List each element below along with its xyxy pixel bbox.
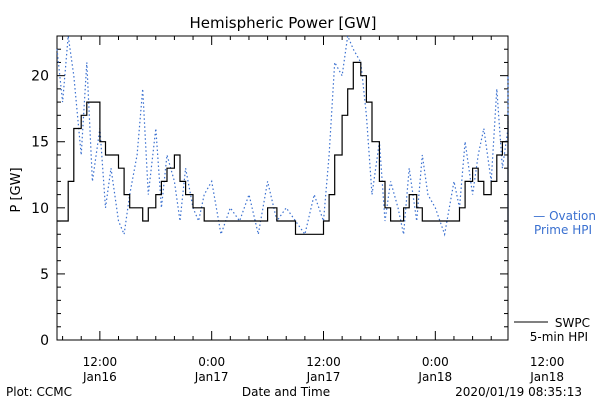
- x-tick-time-label-2: 12:00: [306, 355, 341, 369]
- y-tick-label-0: 0: [40, 333, 49, 349]
- x-tick-time-label-4: 12:00: [530, 355, 565, 369]
- legend-swpc-line1: SWPC: [555, 316, 590, 330]
- x-axis-label: Date and Time: [242, 385, 330, 399]
- x-tick-time-label-3: 0:00: [422, 355, 449, 369]
- legend-ovation-line1: — Ovation: [533, 209, 596, 223]
- x-tick-date-label-3: Jan18: [417, 370, 452, 384]
- timestamp: 2020/01/19 08:35:13: [455, 385, 582, 399]
- x-tick-time-label-1: 0:00: [198, 355, 225, 369]
- chart-title: Hemispheric Power [GW]: [190, 14, 377, 32]
- y-tick-label-10: 10: [31, 201, 49, 217]
- legend-ovation: — Ovation Prime HPI: [533, 209, 596, 237]
- y-tick-label-20: 20: [31, 69, 49, 85]
- legend-swpc-line2: 5-min HPI: [530, 330, 588, 344]
- plot-credit: Plot: CCMC: [6, 385, 72, 399]
- y-axis-label: P [GW]: [9, 167, 24, 212]
- x-axis-ticks: 12:00Jan160:00Jan1712:00Jan170:00Jan1812…: [62, 36, 565, 384]
- x-tick-date-label-1: Jan17: [194, 370, 229, 384]
- y-tick-label-5: 5: [40, 267, 49, 283]
- series-ovation-prime-hpi: [56, 33, 509, 237]
- x-tick-date-label-4: Jan18: [529, 370, 564, 384]
- plot-area: [56, 33, 509, 237]
- series-swpc-5min-hpi: [57, 61, 509, 235]
- legend-swpc: SWPC 5-min HPI: [514, 316, 590, 344]
- x-tick-time-label-0: 12:00: [83, 355, 118, 369]
- legend-ovation-line2: Prime HPI: [534, 223, 592, 237]
- x-tick-date-label-2: Jan17: [306, 370, 341, 384]
- y-tick-label-15: 15: [31, 135, 49, 151]
- x-tick-date-label-0: Jan16: [82, 370, 117, 384]
- y-axis-ticks: 0 5 10 15 20: [31, 35, 508, 349]
